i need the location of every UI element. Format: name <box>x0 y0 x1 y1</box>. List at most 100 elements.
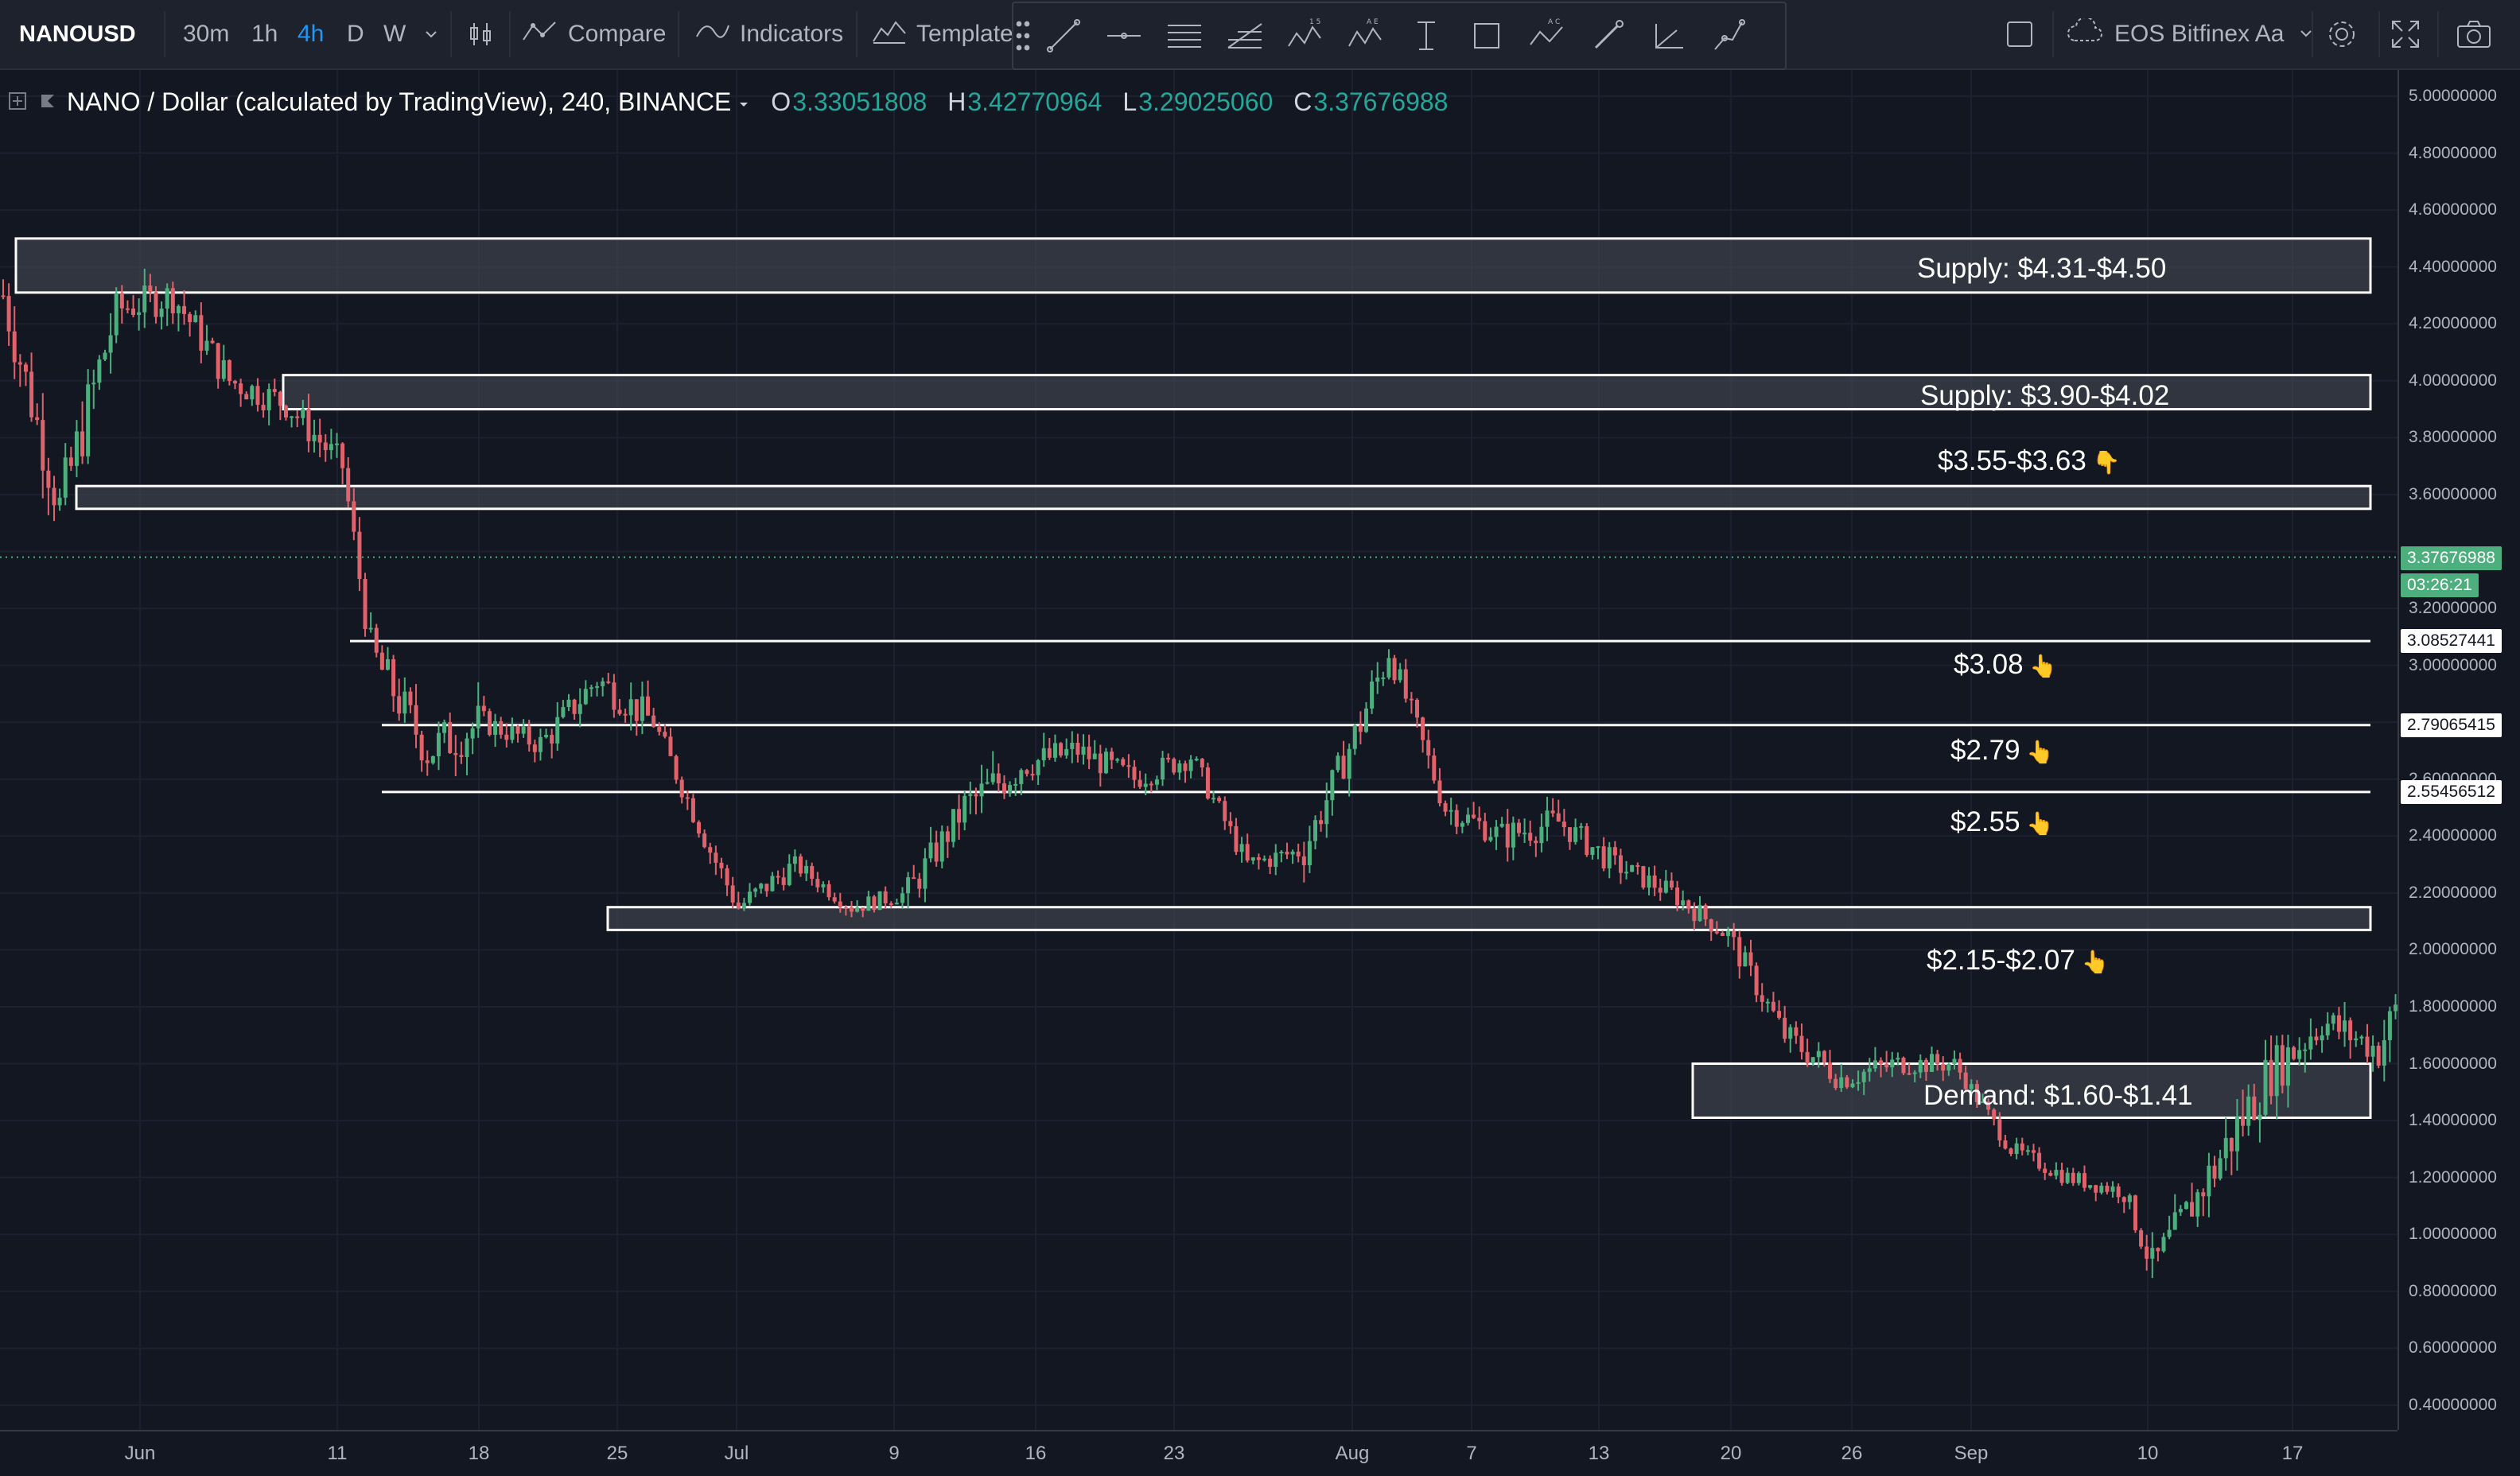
camera-snapshot-icon[interactable] <box>2455 0 2493 68</box>
collapse-flag-icon[interactable] <box>38 87 57 117</box>
candle-body <box>357 531 362 580</box>
candle-body <box>295 416 300 418</box>
symbol-search-button[interactable]: NANOUSD <box>19 21 136 47</box>
candle-body <box>843 907 848 909</box>
drag-handle-icon[interactable] <box>1015 13 1031 59</box>
candle-body <box>1516 822 1521 833</box>
candle-body <box>1075 742 1080 755</box>
candle-body <box>1567 827 1572 842</box>
candle-body <box>1494 826 1499 837</box>
time-tick-label: 7 <box>1466 1443 1477 1464</box>
candle-body <box>1805 1051 1810 1063</box>
candle-body <box>2009 1148 2013 1154</box>
fullscreen-icon[interactable] <box>2390 0 2421 68</box>
price-chart[interactable] <box>0 70 2398 1430</box>
settings-gear-icon[interactable] <box>2324 0 2359 68</box>
candle-body <box>352 501 356 532</box>
candle-body <box>601 681 605 686</box>
candle-body <box>1867 1068 1872 1072</box>
angle-tool-icon[interactable] <box>1645 13 1691 59</box>
horizontal-ray-icon[interactable] <box>1101 13 1147 59</box>
candle-body <box>2190 1202 2195 1217</box>
templates-button[interactable]: Template <box>872 0 1013 68</box>
candle-body <box>1064 748 1069 756</box>
candle-body <box>2145 1246 2149 1259</box>
symbol-title[interactable]: NANO / Dollar (calculated by TradingView… <box>67 87 732 116</box>
abcde-pattern-icon[interactable]: A E <box>1343 13 1389 59</box>
candle-body <box>1726 930 1731 936</box>
candle-body <box>714 853 718 863</box>
candle-body <box>1245 844 1250 861</box>
candle-body <box>504 734 509 740</box>
candle-body <box>1449 810 1453 812</box>
candle-body <box>1765 1001 1770 1004</box>
candle-body <box>6 296 11 332</box>
path-icon[interactable] <box>1705 13 1752 59</box>
price-zone-rect[interactable] <box>14 237 2372 294</box>
candle-body <box>114 293 119 336</box>
candle-body <box>1561 822 1566 828</box>
candle-style-icon[interactable] <box>465 0 496 68</box>
candle-body <box>1477 818 1482 822</box>
candle-body <box>1986 1101 1991 1110</box>
candle-body <box>1952 1058 1957 1064</box>
interval-d-button[interactable]: D <box>347 21 364 47</box>
title-caret-icon[interactable] <box>737 87 750 117</box>
price-tick-label: 1.40000000 <box>2409 1111 2497 1130</box>
candle-body <box>2076 1173 2081 1183</box>
candle-body <box>623 713 628 716</box>
price-zone-rect[interactable] <box>606 906 2372 931</box>
candle-body <box>1454 810 1459 827</box>
price-zone-rect[interactable] <box>1691 1062 2372 1120</box>
interval-dropdown-chevron-icon[interactable] <box>423 0 439 68</box>
interval-4h-button[interactable]: 4h <box>298 21 325 47</box>
candle-body <box>866 896 871 911</box>
xabcd-pattern-icon[interactable]: 1 5 <box>1282 13 1328 59</box>
candle-body <box>741 903 746 908</box>
candle-body <box>962 795 967 823</box>
candle-body <box>470 728 475 739</box>
level-255-label: $2.55 👆 <box>1950 806 2054 838</box>
rectangle-icon[interactable] <box>1464 13 1510 59</box>
candle-body <box>176 305 181 313</box>
time-axis[interactable]: Jun 11 18 25 Jul 9 16 23 Aug 7 13 20 26 Sep 10 17 <box>0 1430 2398 1476</box>
expand-legend-icon[interactable] <box>8 87 27 117</box>
interval-w-button[interactable]: W <box>383 21 406 47</box>
candle-body <box>1483 821 1488 841</box>
candle-body <box>329 444 333 451</box>
candle-body <box>239 383 243 394</box>
candle-body <box>1573 827 1578 842</box>
interval-1h-button[interactable]: 1h <box>251 21 278 47</box>
layout-button[interactable]: EOS Bitfinex Aa <box>2065 0 2314 68</box>
text-tool-icon[interactable] <box>1403 13 1449 59</box>
candle-body <box>900 893 904 903</box>
candle-body <box>1211 798 1216 800</box>
candle-body <box>515 726 520 734</box>
last-price-tag: 3.37676988 <box>2401 546 2502 570</box>
fullscreen-square-icon[interactable] <box>2005 0 2035 68</box>
fib-retracement-icon[interactable] <box>1222 13 1268 59</box>
price-tick-label: 4.20000000 <box>2409 314 2497 333</box>
price-zone-rect[interactable] <box>75 484 2372 511</box>
abc-pattern-icon[interactable]: A C <box>1524 13 1570 59</box>
candle-body <box>612 682 616 710</box>
parallel-channel-icon[interactable] <box>1161 13 1208 59</box>
candle-body <box>838 901 842 907</box>
indicators-label: Indicators <box>740 21 844 47</box>
brush-icon[interactable] <box>1585 13 1631 59</box>
candle-body <box>555 717 560 744</box>
time-tick-label: 10 <box>2137 1443 2159 1464</box>
candle-body <box>1585 825 1589 855</box>
candle-body <box>301 409 305 418</box>
candle-body <box>154 292 158 317</box>
level-price-tag: 2.55456512 <box>2401 779 2502 804</box>
candle-body <box>170 288 175 313</box>
candle-body <box>1912 1072 1917 1074</box>
trend-line-icon[interactable] <box>1040 13 1087 59</box>
candle-body <box>1861 1071 1866 1082</box>
indicators-button[interactable]: Indicators <box>695 0 843 68</box>
price-zone-rect[interactable] <box>282 374 2372 411</box>
compare-button[interactable]: Compare <box>522 0 666 68</box>
interval-30m-button[interactable]: 30m <box>183 21 230 47</box>
price-axis[interactable]: 5.00000000 4.80000000 4.60000000 4.40000000… <box>2398 70 2520 1430</box>
